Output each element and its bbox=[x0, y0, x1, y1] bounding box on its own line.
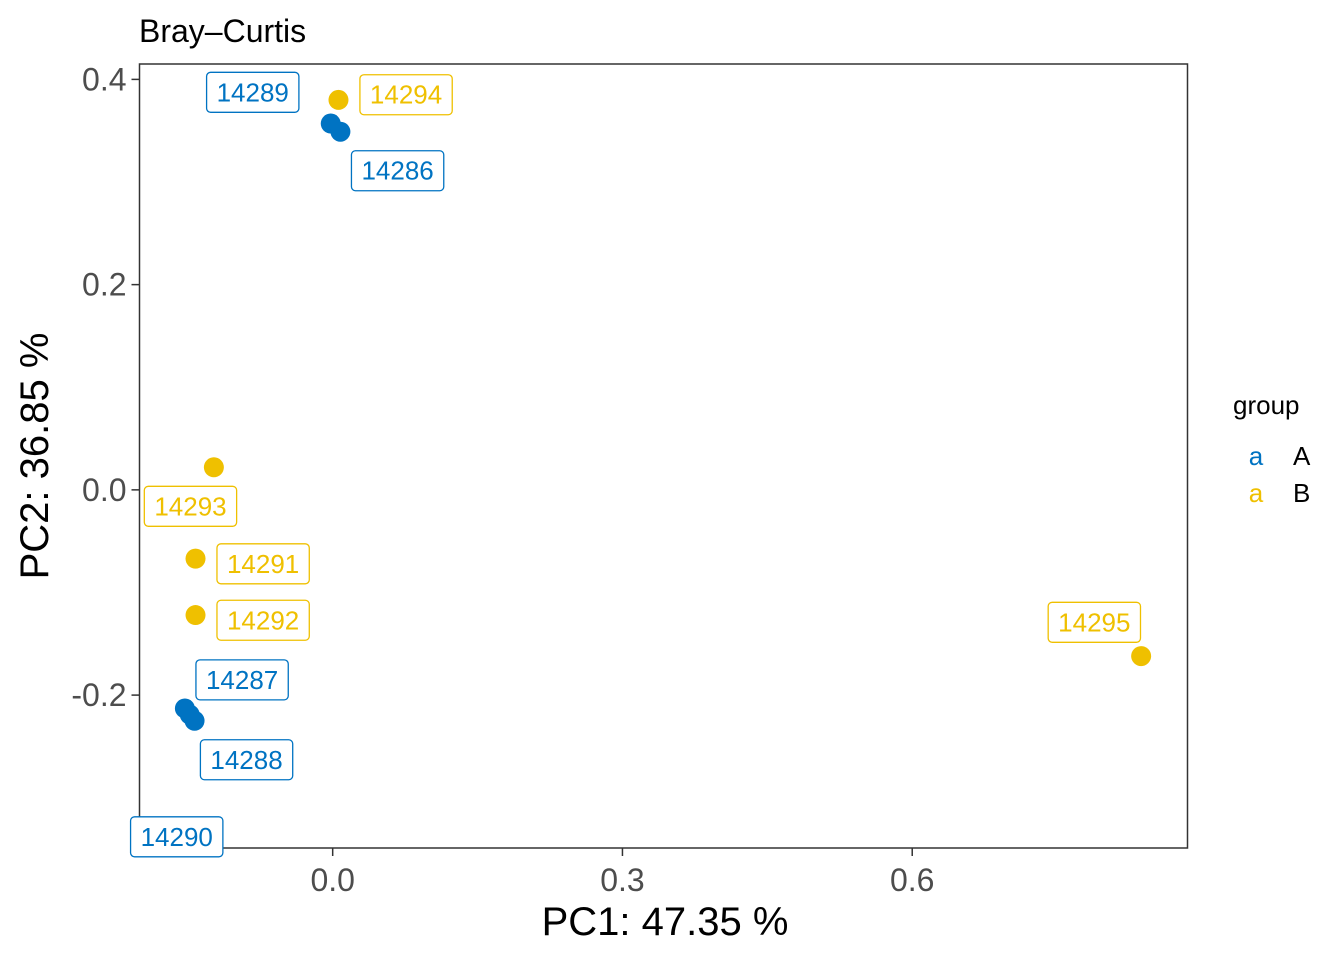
point-label-14293: 14293 bbox=[143, 485, 238, 527]
point-label-14289: 14289 bbox=[205, 71, 300, 113]
point-label-box bbox=[1047, 601, 1142, 643]
legend-key-A: a bbox=[1249, 441, 1264, 471]
point-label-box bbox=[129, 816, 224, 858]
y-tick-label: 0.0 bbox=[82, 472, 126, 508]
point-label-text: 14292 bbox=[227, 605, 299, 635]
point-label-box bbox=[199, 739, 294, 781]
data-point-14293 bbox=[203, 457, 224, 478]
point-label-14292: 14292 bbox=[216, 599, 310, 641]
point-label-text: 14287 bbox=[206, 665, 278, 695]
x-tick-label: 0.3 bbox=[600, 862, 644, 898]
data-point-14286 bbox=[330, 121, 351, 142]
point-label-14287: 14287 bbox=[195, 659, 289, 701]
point-label-text: 14294 bbox=[370, 80, 442, 110]
point-label-box bbox=[350, 150, 445, 192]
legend-title: group bbox=[1233, 390, 1300, 420]
point-label-14291: 14291 bbox=[216, 543, 310, 585]
point-label-text: 14290 bbox=[141, 822, 213, 852]
plot-panel-border bbox=[138, 63, 1189, 849]
x-tick-label: 0.6 bbox=[890, 862, 934, 898]
point-label-text: 14293 bbox=[154, 491, 226, 521]
point-label-14290: 14290 bbox=[129, 816, 224, 858]
y-axis: 0.4 0.2 0.0 -0.2 bbox=[71, 61, 140, 713]
data-point-14291 bbox=[185, 548, 206, 569]
point-labels: 14289 14286 14287 14288 14290 14294 1429314291… bbox=[129, 71, 1142, 858]
point-label-text: 14289 bbox=[217, 77, 289, 107]
y-tick-label: -0.2 bbox=[71, 677, 126, 713]
point-label-box bbox=[195, 659, 289, 701]
point-label-text: 14286 bbox=[361, 156, 433, 186]
point-label-14288: 14288 bbox=[199, 739, 294, 781]
data-points bbox=[174, 89, 1152, 731]
point-label-box bbox=[216, 543, 310, 585]
point-label-box bbox=[359, 74, 453, 116]
point-label-box bbox=[205, 71, 300, 113]
point-label-box bbox=[216, 599, 310, 641]
legend-label-A: A bbox=[1293, 441, 1311, 471]
x-axis: 0.0 0.3 0.6 bbox=[310, 848, 934, 898]
point-label-14295: 14295 bbox=[1047, 601, 1142, 643]
data-point-14292 bbox=[185, 605, 206, 626]
y-tick-label: 0.2 bbox=[82, 267, 126, 303]
point-label-14286: 14286 bbox=[350, 150, 445, 192]
legend-key-B: a bbox=[1249, 478, 1264, 508]
point-label-14294: 14294 bbox=[359, 74, 453, 116]
chart-title: Bray–Curtis bbox=[139, 13, 306, 49]
point-label-text: 14291 bbox=[227, 549, 299, 579]
data-point-14294 bbox=[328, 89, 349, 110]
y-axis-title: PC2: 36.85 % bbox=[13, 333, 57, 580]
legend-label-B: B bbox=[1293, 478, 1310, 508]
x-tick-label: 0.0 bbox=[310, 862, 354, 898]
data-point-14295 bbox=[1131, 646, 1152, 667]
x-axis-title: PC1: 47.35 % bbox=[542, 900, 789, 944]
data-point-14290 bbox=[179, 704, 200, 725]
point-label-text: 14295 bbox=[1058, 607, 1130, 637]
legend: a Aa B bbox=[1249, 441, 1311, 508]
point-label-text: 14288 bbox=[210, 745, 282, 775]
y-tick-label: 0.4 bbox=[82, 61, 126, 97]
point-label-box bbox=[143, 485, 238, 527]
